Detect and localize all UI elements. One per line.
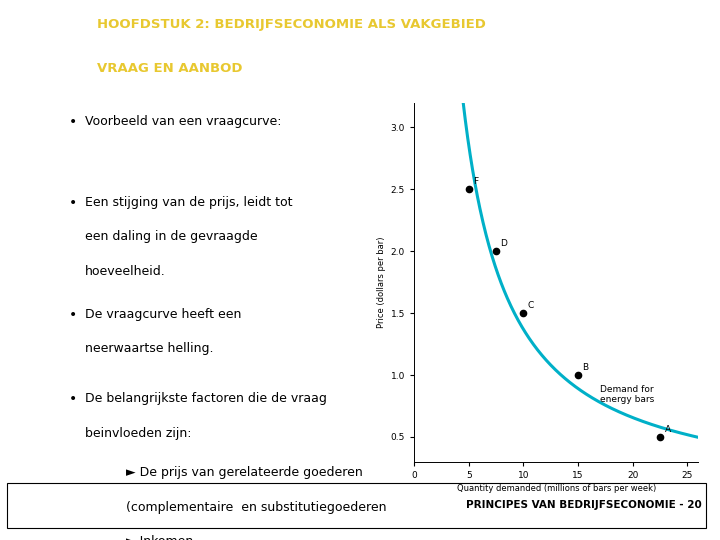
Text: neerwaartse helling.: neerwaartse helling. — [85, 342, 213, 355]
Text: F: F — [473, 177, 478, 186]
X-axis label: Quantity demanded (millions of bars per week): Quantity demanded (millions of bars per … — [456, 484, 656, 493]
Text: VRAAG EN AANBOD: VRAAG EN AANBOD — [97, 62, 243, 75]
Text: PRINCIPES VAN BEDRIJFSECONOMIE - 20: PRINCIPES VAN BEDRIJFSECONOMIE - 20 — [467, 501, 702, 510]
Text: B: B — [582, 363, 588, 372]
Text: C: C — [528, 301, 534, 310]
Text: ► Inkomen: ► Inkomen — [126, 535, 193, 540]
Text: De vraagcurve heeft een: De vraagcurve heeft een — [85, 308, 241, 321]
Text: De belangrijkste factoren die de vraag: De belangrijkste factoren die de vraag — [85, 393, 327, 406]
Text: Demand for
energy bars: Demand for energy bars — [600, 385, 654, 404]
Text: (complementaire  en substitutiegoederen: (complementaire en substitutiegoederen — [126, 501, 387, 514]
Text: •: • — [68, 114, 76, 129]
Text: hoeveelheid.: hoeveelheid. — [85, 265, 166, 278]
Text: ► De prijs van gerelateerde goederen: ► De prijs van gerelateerde goederen — [126, 466, 363, 479]
Text: een daling in de gevraagde: een daling in de gevraagde — [85, 231, 258, 244]
Text: D: D — [500, 239, 508, 248]
Text: HOOFDSTUK 2: BEDRIJFSECONOMIE ALS VAKGEBIED: HOOFDSTUK 2: BEDRIJFSECONOMIE ALS VAKGEB… — [97, 18, 486, 31]
Text: •: • — [68, 195, 76, 210]
Y-axis label: Price (dollars per bar): Price (dollars per bar) — [377, 237, 387, 328]
Text: Voorbeeld van een vraagcurve:: Voorbeeld van een vraagcurve: — [85, 114, 282, 127]
Text: beinvloeden zijn:: beinvloeden zijn: — [85, 427, 192, 440]
Text: •: • — [68, 393, 76, 407]
Text: Een stijging van de prijs, leidt tot: Een stijging van de prijs, leidt tot — [85, 195, 292, 208]
Text: •: • — [68, 308, 76, 321]
Text: A: A — [665, 425, 670, 434]
